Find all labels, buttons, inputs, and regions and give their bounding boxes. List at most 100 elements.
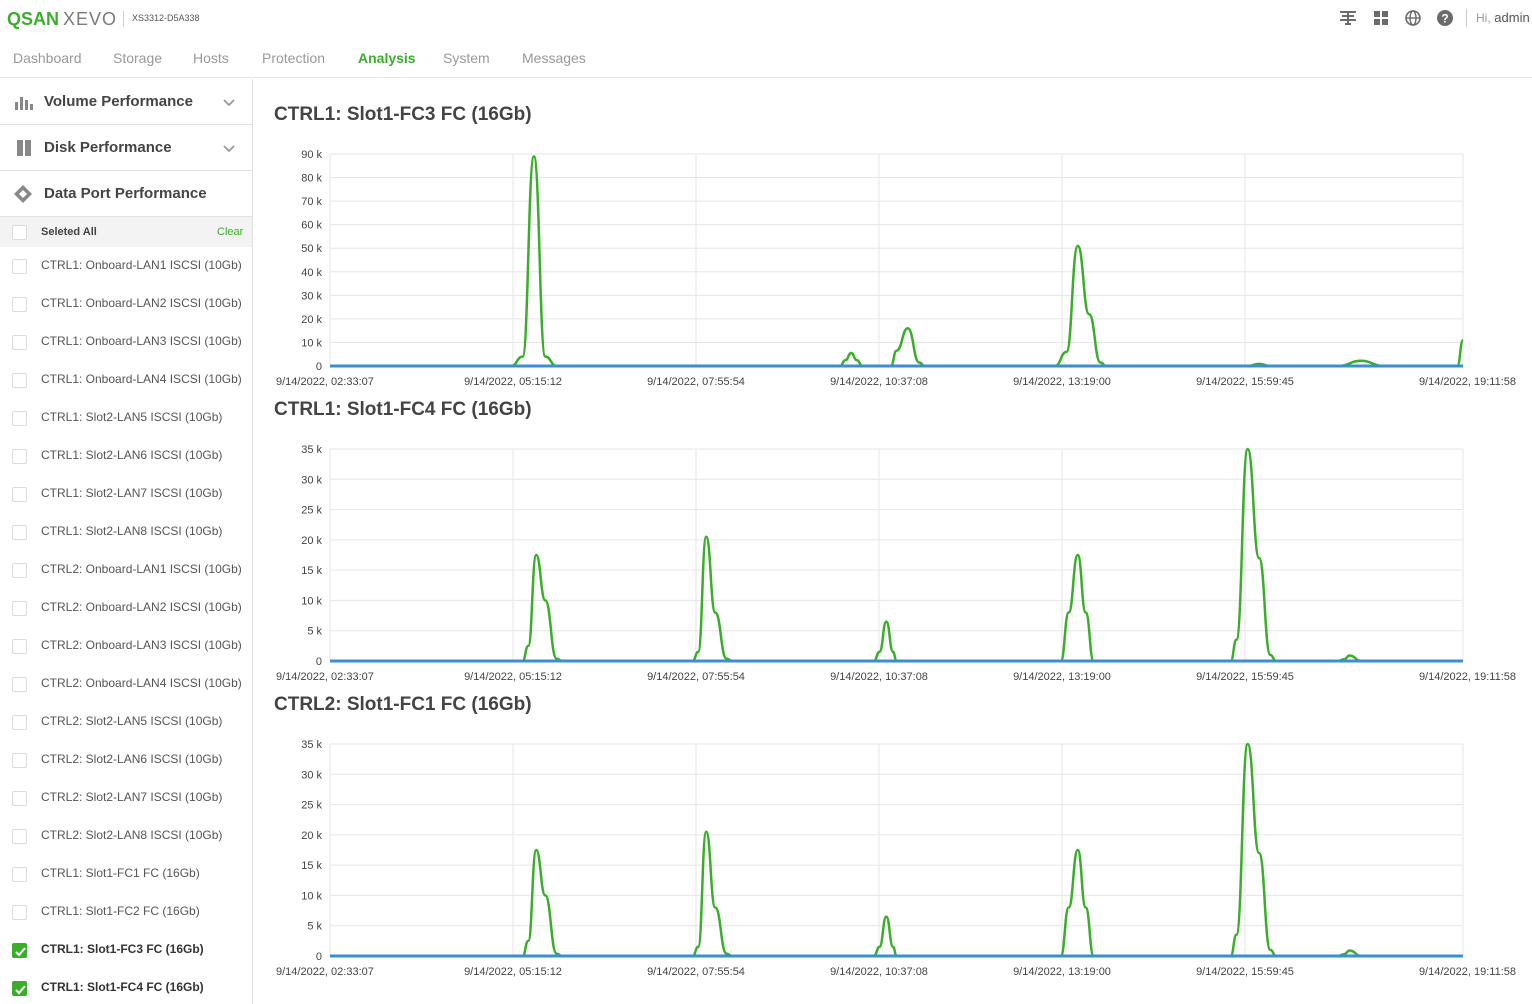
port-row[interactable]: CTRL2: Slot2-LAN8 ISCSI (10Gb) <box>0 817 252 855</box>
clear-link[interactable]: Clear <box>217 226 244 238</box>
port-checkbox[interactable] <box>12 905 27 920</box>
sidebar-section-disk-performance[interactable]: Disk Performance <box>0 125 252 171</box>
y-tick-label: 0 <box>316 951 322 963</box>
main-content: 0 10 k 20 k 30 k 40 k 50 k 60 k 70 k 80 k 90 k 9/1… <box>254 79 1532 1004</box>
port-checkbox[interactable] <box>12 753 27 768</box>
user-greeting[interactable]: Hi, admin <box>1476 10 1530 25</box>
y-tick-label: 30 k <box>301 474 322 486</box>
tab-system[interactable]: System <box>443 50 490 66</box>
port-checkbox[interactable] <box>12 601 27 616</box>
chart-ctrl1-fc3: 0 10 k 20 k 30 k 40 k 50 k 60 k 70 k 80 k 90 k 9/1… <box>276 149 1516 388</box>
network-icon[interactable] <box>1339 9 1357 27</box>
port-checkbox[interactable] <box>12 487 27 502</box>
tab-hosts[interactable]: Hosts <box>193 50 229 66</box>
port-row[interactable]: CTRL1: Onboard-LAN4 ISCSI (10Gb) <box>0 361 252 399</box>
logo-divider <box>123 11 124 27</box>
port-row[interactable]: CTRL1: Slot1-FC1 FC (16Gb) <box>0 855 252 893</box>
main-nav: Dashboard Storage Hosts Protection Analy… <box>0 36 1532 78</box>
port-label: CTRL2: Onboard-LAN4 ISCSI (10Gb) <box>41 676 242 690</box>
port-checkbox[interactable] <box>12 449 27 464</box>
port-label: CTRL2: Onboard-LAN1 ISCSI (10Gb) <box>41 562 242 576</box>
y-tick-label: 90 k <box>301 149 322 161</box>
port-row[interactable]: CTRL1: Slot1-FC3 FC (16Gb) <box>0 931 252 969</box>
port-row[interactable]: CTRL2: Onboard-LAN3 ISCSI (10Gb) <box>0 627 252 665</box>
x-tick-label: 9/14/2022, 02:33:07 <box>276 671 374 683</box>
port-row[interactable]: CTRL2: Slot2-LAN7 ISCSI (10Gb) <box>0 779 252 817</box>
port-row[interactable]: CTRL1: Onboard-LAN2 ISCSI (10Gb) <box>0 285 252 323</box>
port-checkbox[interactable] <box>12 867 27 882</box>
series-line-green <box>330 447 1463 663</box>
port-checkbox[interactable] <box>12 829 27 844</box>
top-divider <box>1466 9 1467 27</box>
x-tick-label: 9/14/2022, 05:15:12 <box>464 376 562 388</box>
port-row[interactable]: CTRL1: Slot1-FC2 FC (16Gb) <box>0 893 252 931</box>
y-tick-label: 70 k <box>301 196 322 208</box>
y-tick-label: 20 k <box>301 830 322 842</box>
x-tick-label: 9/14/2022, 19:11:58 <box>1419 966 1516 978</box>
x-tick-label: 9/14/2022, 10:37:08 <box>830 376 928 388</box>
y-tick-label: 5 k <box>307 921 322 933</box>
sidebar-section-volume-performance[interactable]: Volume Performance <box>0 79 252 125</box>
port-checkbox[interactable] <box>12 715 27 730</box>
tab-dashboard[interactable]: Dashboard <box>13 50 82 66</box>
port-row[interactable]: CTRL1: Slot2-LAN7 ISCSI (10Gb) <box>0 475 252 513</box>
port-row[interactable]: CTRL1: Onboard-LAN1 ISCSI (10Gb) <box>0 247 252 285</box>
port-checkbox[interactable] <box>12 563 27 578</box>
port-row[interactable]: CTRL1: Slot2-LAN6 ISCSI (10Gb) <box>0 437 252 475</box>
y-tick-label: 5 k <box>307 626 322 638</box>
port-label: CTRL1: Slot2-LAN6 ISCSI (10Gb) <box>41 448 223 462</box>
data-port-icon <box>14 185 34 203</box>
port-checkbox[interactable] <box>12 981 27 996</box>
x-tick-label: 9/14/2022, 13:19:00 <box>1013 376 1111 388</box>
sidebar-section-data-port-performance[interactable]: Data Port Performance <box>0 171 252 217</box>
y-tick-label: 10 k <box>301 337 322 349</box>
x-tick-label: 9/14/2022, 15:59:45 <box>1196 376 1294 388</box>
port-row[interactable]: CTRL1: Slot1-FC4 FC (16Gb) <box>0 969 252 1004</box>
y-tick-label: 15 k <box>301 860 322 872</box>
port-checkbox[interactable] <box>12 411 27 426</box>
port-label: CTRL2: Slot2-LAN7 ISCSI (10Gb) <box>41 790 223 804</box>
y-tick-label: 0 <box>316 656 322 668</box>
svg-text:?: ? <box>1441 12 1448 26</box>
port-label: CTRL1: Onboard-LAN2 ISCSI (10Gb) <box>41 296 242 310</box>
check-icon <box>15 985 26 995</box>
tab-messages[interactable]: Messages <box>522 50 586 66</box>
port-row[interactable]: CTRL1: Slot2-LAN8 ISCSI (10Gb) <box>0 513 252 551</box>
user-name: admin <box>1494 10 1530 25</box>
port-row[interactable]: CTRL1: Onboard-LAN3 ISCSI (10Gb) <box>0 323 252 361</box>
x-tick-label: 9/14/2022, 10:37:08 <box>830 671 928 683</box>
port-row[interactable]: CTRL2: Onboard-LAN4 ISCSI (10Gb) <box>0 665 252 703</box>
port-checkbox[interactable] <box>12 677 27 692</box>
x-tick-label: 9/14/2022, 10:37:08 <box>830 966 928 978</box>
x-tick-label: 9/14/2022, 13:19:00 <box>1013 966 1111 978</box>
port-checkbox[interactable] <box>12 791 27 806</box>
port-checkbox[interactable] <box>12 259 27 274</box>
apps-grid-icon[interactable] <box>1372 9 1390 27</box>
port-checkbox[interactable] <box>12 943 27 958</box>
port-label: CTRL1: Onboard-LAN1 ISCSI (10Gb) <box>41 258 242 272</box>
globe-icon[interactable] <box>1404 9 1422 27</box>
port-checkbox[interactable] <box>12 297 27 312</box>
y-tick-label: 10 k <box>301 890 322 902</box>
port-row[interactable]: CTRL2: Slot2-LAN6 ISCSI (10Gb) <box>0 741 252 779</box>
port-label: CTRL2: Slot2-LAN5 ISCSI (10Gb) <box>41 714 223 728</box>
port-checkbox[interactable] <box>12 525 27 540</box>
tab-analysis[interactable]: Analysis <box>358 50 416 66</box>
x-tick-label: 9/14/2022, 19:11:58 <box>1419 376 1516 388</box>
port-row[interactable]: CTRL2: Onboard-LAN1 ISCSI (10Gb) <box>0 551 252 589</box>
port-label: CTRL1: Slot2-LAN5 ISCSI (10Gb) <box>41 410 223 424</box>
help-icon[interactable]: ? <box>1436 9 1454 27</box>
chart-block-3: 0 5 k 10 k 15 k 20 k 25 k 30 k 35 k 9/14/2022, 0… <box>254 669 1532 978</box>
port-row[interactable]: CTRL2: Slot2-LAN5 ISCSI (10Gb) <box>0 703 252 741</box>
model-name: XS3312-D5A338 <box>132 13 200 23</box>
port-row[interactable]: CTRL1: Slot2-LAN5 ISCSI (10Gb) <box>0 399 252 437</box>
tab-storage[interactable]: Storage <box>113 50 163 66</box>
port-checkbox[interactable] <box>12 373 27 388</box>
port-row[interactable]: CTRL2: Onboard-LAN2 ISCSI (10Gb) <box>0 589 252 627</box>
tab-protection[interactable]: Protection <box>262 50 326 66</box>
y-tick-label: 25 k <box>301 800 322 812</box>
port-checkbox[interactable] <box>12 335 27 350</box>
select-all-checkbox[interactable] <box>12 225 27 240</box>
port-checkbox[interactable] <box>12 639 27 654</box>
series-line-green <box>330 155 1465 368</box>
